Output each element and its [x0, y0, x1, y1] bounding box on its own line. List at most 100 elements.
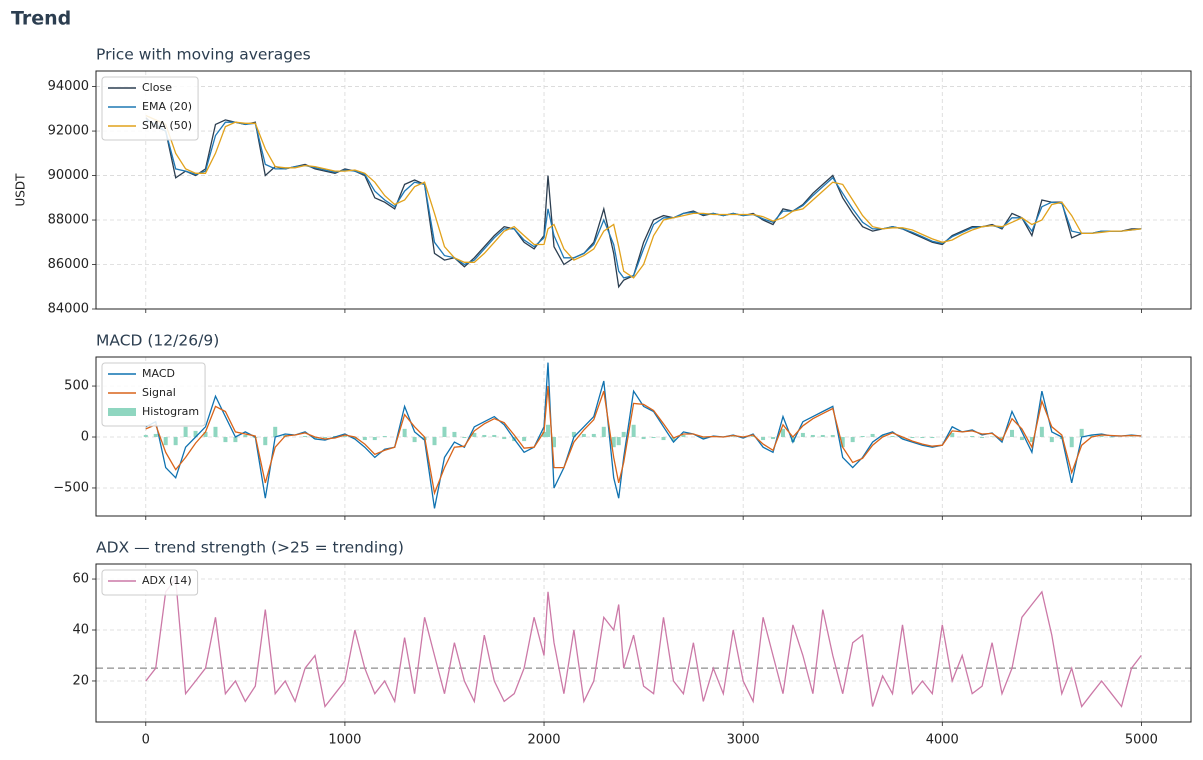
- legend-label: EMA (20): [142, 100, 192, 113]
- axes-frame: [95, 70, 1192, 310]
- histogram-bar: [183, 426, 188, 438]
- histogram-bar: [482, 434, 487, 438]
- panel-title: MACD (12/26/9): [96, 332, 219, 350]
- y-tick-label: 86000: [48, 257, 89, 272]
- axes-frame: [95, 563, 1192, 723]
- histogram-bar: [780, 428, 785, 438]
- legend-label: Histogram: [142, 405, 199, 418]
- y-tick-label: 94000: [48, 79, 89, 94]
- series-line: [145, 119, 1142, 279]
- histogram-bar: [860, 435, 865, 438]
- histogram-bar: [233, 437, 238, 443]
- legend-label: MACD: [142, 367, 175, 380]
- histogram-bar: [1109, 437, 1114, 438]
- plot-data: [145, 114, 1142, 289]
- histogram-bar: [322, 437, 327, 439]
- histogram-bar: [870, 433, 875, 438]
- legend: Close EMA (20) SMA (50): [101, 76, 199, 141]
- histogram-bar: [671, 437, 676, 442]
- x-tick-label: 4000: [926, 733, 959, 748]
- histogram-bar: [820, 434, 825, 438]
- histogram-bar: [701, 437, 706, 440]
- histogram-bar: [1039, 426, 1044, 438]
- axes-frame: [95, 356, 1192, 517]
- y-tick-label: 90000: [48, 168, 89, 183]
- x-tick-label: 0: [142, 733, 150, 748]
- histogram-bar: [163, 437, 168, 446]
- histogram-bar: [522, 437, 527, 442]
- x-tick-label: 3000: [727, 733, 760, 748]
- y-tick-label: 88000: [48, 213, 89, 228]
- histogram-bar: [1089, 434, 1094, 438]
- histogram-bar: [213, 426, 218, 438]
- histogram-bar: [731, 436, 736, 438]
- plot-data: [143, 362, 1142, 509]
- panel: ADX — trend strength (>25 = trending) 0 10…: [72, 539, 1192, 748]
- y-tick-label: 92000: [48, 124, 89, 139]
- histogram-bar: [990, 436, 995, 438]
- histogram-bar: [546, 424, 551, 438]
- histogram-bar: [591, 433, 596, 438]
- histogram-bar: [1069, 437, 1074, 448]
- histogram-bar: [800, 432, 805, 438]
- histogram-bar: [840, 437, 845, 448]
- histogram-bar: [651, 437, 656, 439]
- histogram-bar: [641, 437, 646, 440]
- legend-label: Close: [142, 81, 172, 94]
- panel: Price with moving averages 84000 86000 8800…: [14, 46, 1192, 317]
- panel: MACD (12/26/9) −500 0 500 MACD Signal Histogra…: [53, 332, 1192, 520]
- histogram-bar: [462, 437, 467, 439]
- series-line: [145, 114, 1142, 279]
- series-line: [145, 577, 1142, 709]
- histogram-bar: [442, 426, 447, 438]
- histogram-bar: [472, 432, 477, 438]
- legend-box: [101, 569, 199, 596]
- histogram-bar: [352, 437, 357, 440]
- plot-data: [145, 577, 1142, 709]
- histogram-bar: [362, 437, 367, 441]
- histogram-bar: [303, 435, 308, 438]
- series-line: [145, 385, 1142, 496]
- y-tick-label: 500: [64, 379, 89, 394]
- histogram-bar: [950, 432, 955, 438]
- histogram-bar: [910, 437, 915, 439]
- histogram-bar: [173, 437, 178, 446]
- x-tick-label: 5000: [1125, 733, 1158, 748]
- histogram-bar: [273, 426, 278, 438]
- y-tick-label: 0: [81, 430, 89, 445]
- x-tick-label: 1000: [328, 733, 361, 748]
- legend-label: Signal: [142, 386, 176, 399]
- histogram-bar: [900, 437, 905, 440]
- legend-box: [101, 76, 199, 141]
- histogram-bar: [1079, 428, 1084, 438]
- histogram-bar: [263, 437, 268, 446]
- histogram-bar: [830, 434, 835, 438]
- histogram-bar: [1129, 436, 1134, 438]
- series-line: [145, 117, 1142, 289]
- histogram-bar: [661, 437, 666, 441]
- histogram-bar: [920, 437, 925, 439]
- histogram-bar: [372, 437, 377, 441]
- histogram-bar: [581, 433, 586, 438]
- histogram-bar: [502, 437, 507, 440]
- histogram-bar: [193, 430, 198, 438]
- histogram-bar: [1049, 437, 1054, 443]
- y-tick-label: 84000: [48, 302, 89, 317]
- histogram-bar: [1019, 437, 1024, 441]
- histogram-bar: [1009, 429, 1014, 438]
- histogram-bar: [970, 435, 975, 438]
- panel-title: ADX — trend strength (>25 = trending): [96, 539, 404, 557]
- histogram-bar: [890, 435, 895, 438]
- histogram-bar: [616, 437, 621, 446]
- histogram-bar: [243, 434, 248, 438]
- y-tick-label: 60: [72, 572, 89, 587]
- histogram-bar: [432, 437, 437, 446]
- histogram-bar: [930, 437, 935, 439]
- page-title: Trend: [11, 8, 71, 30]
- histogram-bar: [1099, 435, 1104, 438]
- histogram-bar: [203, 431, 208, 438]
- x-tick-label: 2000: [527, 733, 560, 748]
- legend: ADX (14): [101, 569, 199, 596]
- histogram-bar: [880, 434, 885, 438]
